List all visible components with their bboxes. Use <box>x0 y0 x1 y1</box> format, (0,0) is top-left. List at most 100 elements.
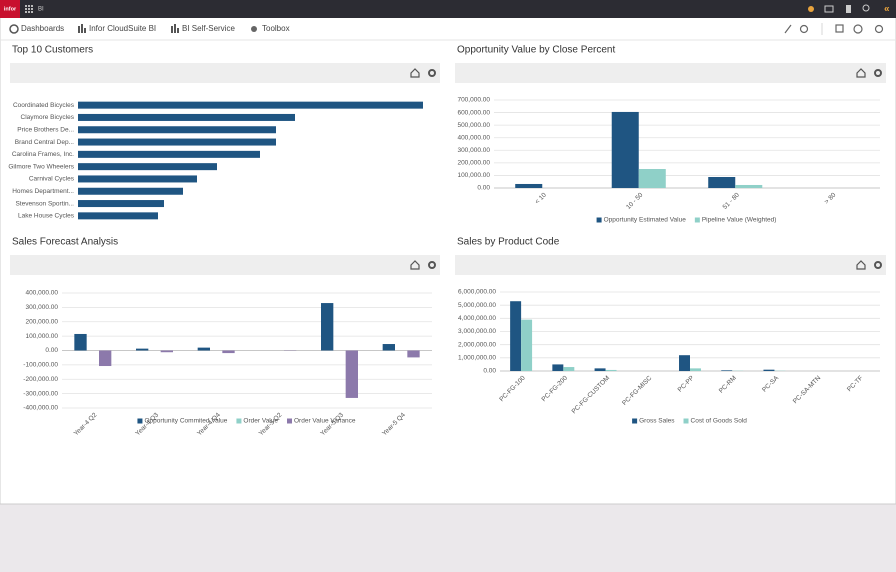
logo-box[interactable] <box>0 0 20 18</box>
y-tick-label: Homes Department... <box>12 188 74 195</box>
legend-swatch <box>287 418 293 424</box>
y-tick-label: 100,000.00 <box>457 172 490 179</box>
user-icon[interactable] <box>808 6 814 12</box>
settings-icon[interactable] <box>428 69 436 77</box>
nav-item[interactable]: Dashboards <box>21 24 64 33</box>
bar <box>690 368 701 371</box>
settings-icon[interactable] <box>874 69 882 77</box>
bar <box>78 126 276 134</box>
legend-label: Opportunity Commited Value <box>144 418 227 425</box>
legend-label: Order Value <box>243 418 278 425</box>
y-tick-label: 0.00 <box>477 185 490 192</box>
bar <box>563 367 575 371</box>
bar <box>638 169 666 188</box>
bar <box>78 113 295 121</box>
bar <box>382 344 395 351</box>
legend-label: Order Value Variance <box>294 418 356 425</box>
legend-label: Gross Sales <box>639 418 675 425</box>
bar <box>222 350 235 354</box>
y-tick-label: 500,000.00 <box>457 122 490 129</box>
y-tick-label: 400,000.00 <box>457 134 490 141</box>
legend-label: Pipeline Value (Weighted) <box>702 217 777 224</box>
chart-title: Sales Forecast Analysis <box>12 237 118 248</box>
panel-toolbar <box>10 255 440 275</box>
y-tick-label: -100,000.00 <box>23 362 58 369</box>
y-tick-label: 0.00 <box>45 347 58 354</box>
y-tick-label: Stevenson Sportin... <box>15 200 74 207</box>
y-tick-label: -300,000.00 <box>23 390 58 397</box>
home-icon[interactable] <box>856 260 866 270</box>
nav-icon <box>78 24 86 33</box>
bar <box>78 175 197 183</box>
bar <box>160 350 173 353</box>
y-tick-label: Carolina Frames, Inc. <box>12 151 74 158</box>
collapse-icon[interactable]: « <box>884 4 890 15</box>
bar <box>763 369 775 371</box>
bar <box>594 368 606 371</box>
settings-icon[interactable] <box>428 261 436 269</box>
legend-label: Opportunity Estimated Value <box>604 217 687 224</box>
y-tick-label: 300,000.00 <box>457 147 490 154</box>
y-tick-label: 6,000,000.00 <box>458 289 496 296</box>
search-icon[interactable] <box>862 4 870 12</box>
nav-icon <box>171 24 179 33</box>
legend-swatch <box>632 418 638 424</box>
bar <box>78 138 276 146</box>
nav-item[interactable]: Toolbox <box>262 24 290 33</box>
toolbar-icons[interactable] <box>784 23 884 35</box>
bar <box>78 101 423 109</box>
y-tick-label: 400,000.00 <box>25 290 58 297</box>
bar <box>611 111 639 188</box>
y-tick-label: Gilmore Two Wheelers <box>8 163 74 170</box>
chart-title: Opportunity Value by Close Percent <box>457 45 615 56</box>
y-tick-label: 200,000.00 <box>457 160 490 167</box>
chart-title: Sales by Product Code <box>457 237 560 248</box>
bar <box>99 350 112 367</box>
y-tick-label: Coordinated Bicycles <box>13 102 75 109</box>
top-bar <box>0 0 896 18</box>
workspace <box>0 0 896 505</box>
home-icon[interactable] <box>410 68 420 78</box>
app-grid-icon[interactable] <box>25 5 33 13</box>
home-icon[interactable] <box>410 260 420 270</box>
bar <box>136 348 149 351</box>
panel-toolbar <box>455 255 886 275</box>
bar <box>552 364 564 371</box>
nav-icon <box>251 26 257 32</box>
y-tick-label: 5,000,000.00 <box>458 302 496 309</box>
home-icon[interactable] <box>856 68 866 78</box>
y-tick-label: -200,000.00 <box>23 376 58 383</box>
legend-swatch <box>236 418 242 424</box>
y-tick-label: Lake House Cycles <box>18 213 75 220</box>
y-tick-label: 3,000,000.00 <box>458 328 496 335</box>
bar <box>78 200 164 208</box>
bar <box>321 303 334 351</box>
bar <box>78 163 217 171</box>
nav-item[interactable]: BI Self-Service <box>182 24 235 33</box>
bar <box>78 187 183 195</box>
y-tick-label: 100,000.00 <box>25 333 58 340</box>
bar <box>74 333 87 351</box>
bar <box>407 350 420 358</box>
y-tick-label: 0.00 <box>483 368 496 375</box>
nav-item[interactable]: Infor CloudSuite BI <box>89 24 156 33</box>
y-tick-label: 1,000,000.00 <box>458 355 496 362</box>
y-tick-label: 2,000,000.00 <box>458 341 496 348</box>
y-tick-label: -400,000.00 <box>23 405 58 412</box>
app-name: BI <box>38 7 44 13</box>
y-tick-label: Price Brothers De... <box>17 126 74 133</box>
bar <box>708 177 736 188</box>
message-icon[interactable] <box>824 5 834 13</box>
bar <box>679 355 690 371</box>
y-tick-label: 700,000.00 <box>457 97 490 104</box>
bar <box>78 150 260 158</box>
y-tick-label: 200,000.00 <box>25 318 58 325</box>
legend-swatch <box>694 217 700 223</box>
logo: infor <box>4 6 17 12</box>
bookmark-icon[interactable] <box>846 5 851 13</box>
bar <box>510 301 522 371</box>
bar <box>515 183 543 188</box>
settings-icon[interactable] <box>874 261 882 269</box>
